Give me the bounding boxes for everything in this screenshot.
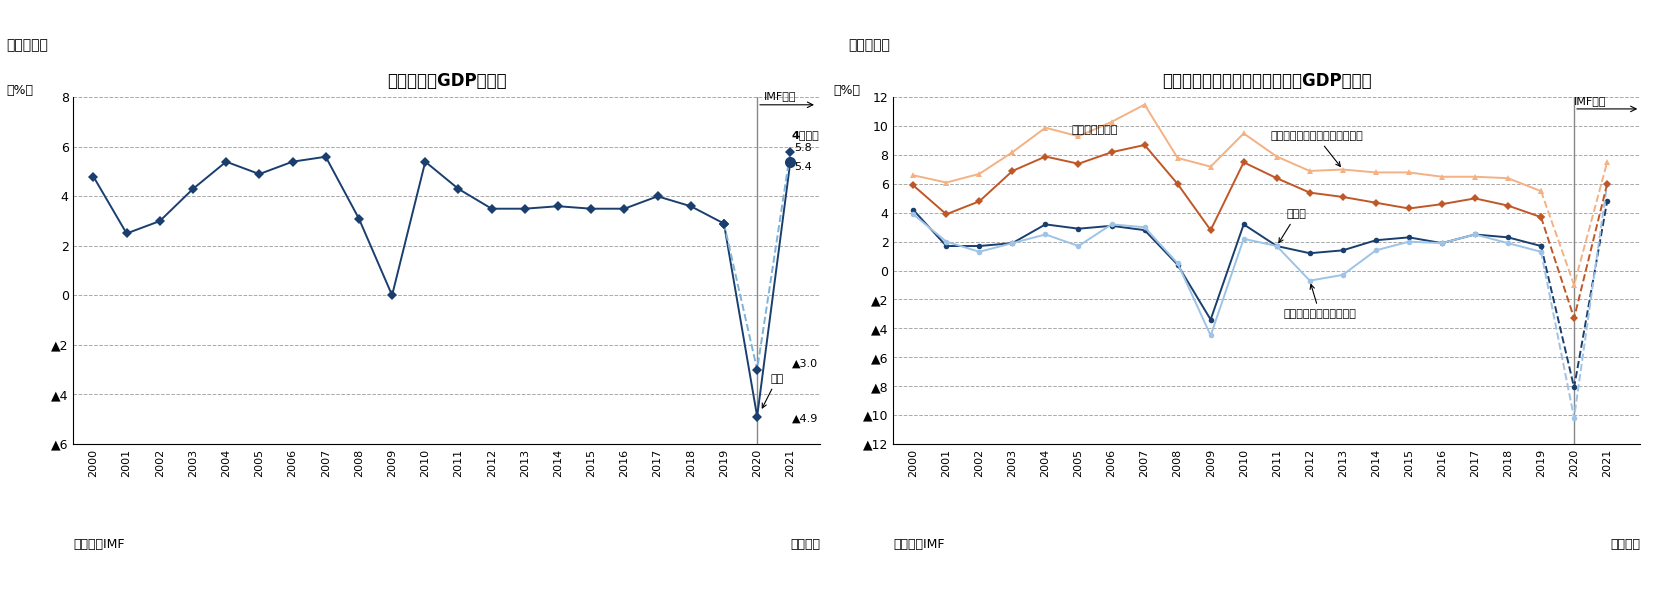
Text: 先進国: 先進国 [1279, 209, 1307, 243]
Text: （%）: （%） [834, 84, 860, 97]
Text: 新興国・途上国: 新興国・途上国 [1071, 125, 1118, 136]
Text: （%）: （%） [7, 84, 33, 97]
Text: 4月時点: 4月時点 [792, 130, 821, 140]
Text: （年次）: （年次） [791, 537, 821, 551]
Text: 新興国・途上国（うちアジア）: 新興国・途上国（うちアジア） [1271, 131, 1364, 167]
Text: IMF予測: IMF予測 [764, 91, 797, 100]
Text: ▲3.0: ▲3.0 [792, 359, 819, 369]
Text: （資料）IMF: （資料）IMF [73, 537, 125, 551]
Text: 5.4: 5.4 [794, 162, 812, 172]
Text: 今回: 今回 [762, 374, 784, 408]
Text: IMF予測: IMF予測 [1575, 96, 1606, 106]
Text: （図表１）: （図表１） [7, 38, 48, 52]
Text: （図表２）: （図表２） [849, 38, 890, 52]
Text: （年次）: （年次） [1610, 537, 1639, 551]
Text: 5.8: 5.8 [794, 142, 812, 153]
Title: 世界の実質GDP伸び率: 世界の実質GDP伸び率 [387, 72, 507, 90]
Text: ▲4.9: ▲4.9 [792, 413, 819, 423]
Title: 先進国と新興国・途上国の実質GDP伸び率: 先進国と新興国・途上国の実質GDP伸び率 [1163, 72, 1372, 90]
Text: 先進国（うちユーロ圏）: 先進国（うちユーロ圏） [1284, 285, 1357, 319]
Text: （資料）IMF: （資料）IMF [894, 537, 945, 551]
